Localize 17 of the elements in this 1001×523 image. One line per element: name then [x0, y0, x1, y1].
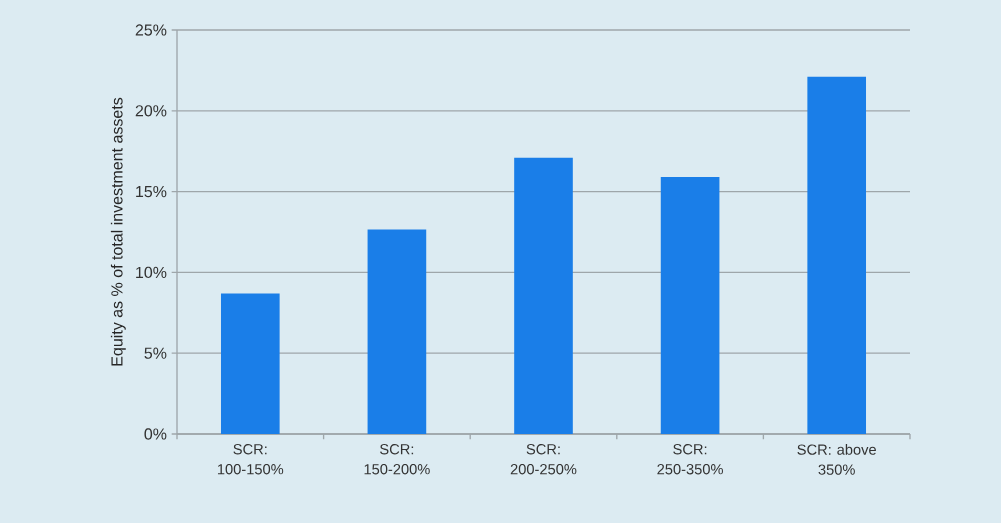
- x-tick-label: SCR: 150-200%: [364, 444, 430, 475]
- x-tick-label: SCR: 250-350%: [657, 444, 723, 475]
- bar: [660, 177, 720, 434]
- y-tick-label: 25%: [135, 24, 167, 36]
- x-tick-label: SCR: 200-250%: [510, 444, 577, 475]
- bar: [807, 76, 867, 434]
- bar: [367, 229, 427, 434]
- x-tick-label: SCR: above 350%: [797, 444, 876, 475]
- x-tick-label: SCR: 100-150%: [217, 444, 284, 475]
- bar: [514, 157, 573, 434]
- bar: [220, 293, 280, 434]
- y-tick-label: 20%: [135, 105, 167, 117]
- y-axis-title: Equity as % of total investment assets: [110, 97, 126, 366]
- y-tick-label: 15%: [136, 185, 167, 198]
- y-tick-label: 5%: [144, 347, 167, 359]
- y-tick-label: 0%: [144, 428, 167, 440]
- y-tick-label: 10%: [136, 266, 167, 279]
